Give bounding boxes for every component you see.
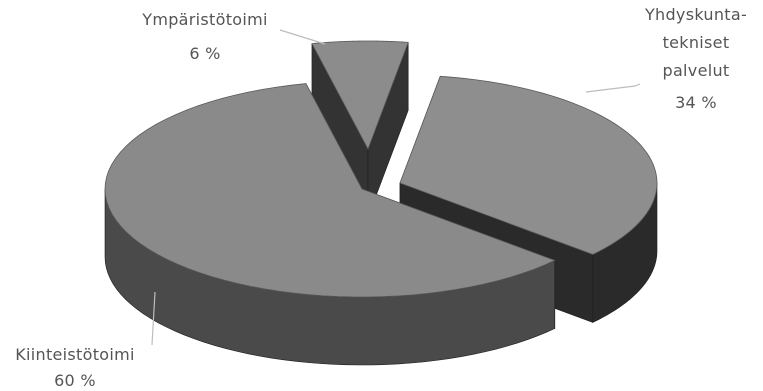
label-ymparistotoimi-value: 6 % <box>189 44 220 63</box>
label-palvelut-value: 34 % <box>675 93 717 112</box>
label-palvelut-line-2: tekniset <box>663 33 730 52</box>
label-kiinteistotoimi-name: Kiinteistötoimi <box>15 345 135 364</box>
label-kiinteistotoimi-value: 60 % <box>54 371 96 390</box>
leader-line-palvelut <box>585 83 641 93</box>
leader-line-kiinteistotoimi <box>151 291 156 346</box>
slice-kiinteistotoimi <box>104 83 556 366</box>
slice-labels: Yhdyskunta- tekniset palvelut 34 % Kiint… <box>15 5 747 390</box>
leader-line-ymparistotoimi <box>279 29 326 45</box>
leader-lines <box>151 29 641 346</box>
label-palvelut-line-3: palvelut <box>663 61 730 80</box>
pie-slices <box>104 40 658 366</box>
label-palvelut-line-1: Yhdyskunta- <box>644 5 747 24</box>
label-ymparistotoimi-name: Ympäristötoimi <box>141 10 267 29</box>
